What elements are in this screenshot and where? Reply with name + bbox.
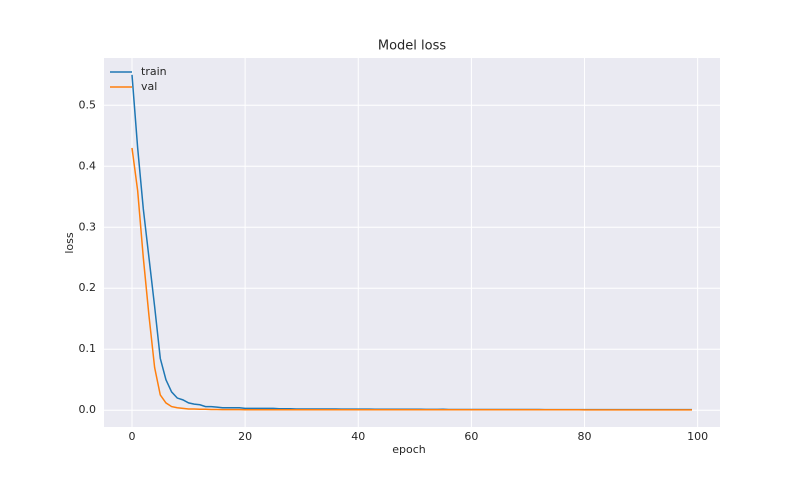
y-tick-label: 0.1 bbox=[79, 342, 97, 355]
x-tick-label: 100 bbox=[687, 430, 708, 443]
legend-label: val bbox=[141, 80, 157, 93]
y-tick-label: 0.3 bbox=[79, 220, 97, 233]
y-tick-label: 0.0 bbox=[79, 403, 97, 416]
plot-area bbox=[104, 58, 720, 427]
legend-label: train bbox=[141, 65, 167, 78]
y-axis-label: loss bbox=[63, 232, 76, 254]
y-tick-label: 0.5 bbox=[79, 98, 97, 111]
x-tick-label: 60 bbox=[464, 430, 478, 443]
x-tick-label: 40 bbox=[351, 430, 365, 443]
y-tick-label: 0.2 bbox=[79, 281, 97, 294]
chart-title: Model loss bbox=[378, 39, 447, 54]
x-tick-label: 0 bbox=[129, 430, 136, 443]
x-tick-label: 20 bbox=[238, 430, 252, 443]
y-tick-label: 0.4 bbox=[79, 159, 97, 172]
x-axis-label: epoch bbox=[392, 443, 426, 456]
line bbox=[131, 147, 692, 411]
x-tick-label: 80 bbox=[578, 430, 592, 443]
